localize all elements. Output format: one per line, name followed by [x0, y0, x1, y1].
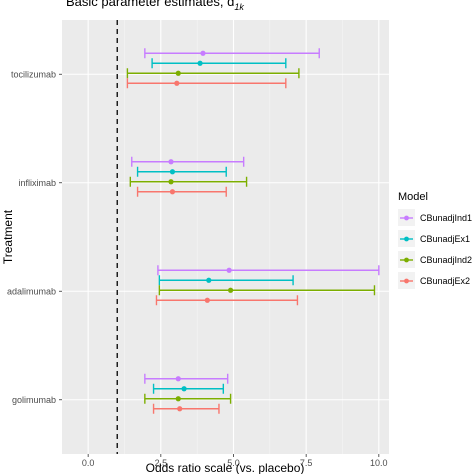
legend-key-point — [404, 236, 409, 242]
estimate-point — [174, 80, 180, 86]
estimate-point — [204, 297, 210, 303]
x-tick-label: 0.0 — [82, 458, 95, 468]
estimate-point — [177, 406, 183, 412]
y-axis-ticks: tocilizumab infliximab adalimumab golimumab — [7, 69, 62, 405]
estimate-point — [175, 70, 181, 76]
legend-label: CBunadjEx2 — [420, 276, 470, 286]
legend-item-CBunadjEx1: CBunadjEx1 — [398, 230, 470, 247]
estimate-point — [181, 386, 187, 392]
error-bar-CBunadjEx1-golimumab — [152, 383, 225, 394]
estimate-point — [206, 277, 212, 283]
estimate-point — [168, 179, 174, 185]
x-tick-label: 7.5 — [300, 458, 313, 468]
legend-title: Model — [398, 191, 428, 203]
error-bar-CBunadjEx1-tocilizumab — [151, 58, 287, 69]
grid-minor — [124, 20, 343, 454]
error-bar-CBunadjInd1-infliximab — [131, 156, 245, 167]
estimate-point — [200, 50, 206, 56]
legend-item-CBunadjInd2: CBunadjInd2 — [398, 251, 472, 268]
chart-title: Basic parameter estimates, d1k — [66, 0, 244, 12]
error-bar-CBunadjInd2-infliximab — [129, 176, 248, 187]
legend-key-point — [404, 278, 409, 284]
estimate-point — [175, 376, 181, 382]
error-bar-CBunadjInd1-adalimumab — [157, 265, 380, 276]
y-tick-label: infliximab — [18, 178, 56, 188]
chart-marks — [126, 48, 380, 414]
legend: Model CBunadjInd1CBunadjEx1CBunadjInd2CB… — [398, 191, 472, 289]
error-bar-CBunadjInd1-tocilizumab — [144, 48, 320, 59]
y-tick-label: adalimumab — [7, 286, 56, 296]
estimate-point — [168, 159, 174, 165]
error-bar-CBunadjInd1-golimumab — [144, 373, 229, 384]
error-bar-CBunadjEx2-tocilizumab — [126, 78, 287, 89]
estimate-point — [169, 169, 176, 175]
legend-label: CBunadjInd2 — [420, 255, 472, 265]
error-bar-CBunadjInd2-adalimumab — [158, 285, 376, 296]
x-axis-ticks: 0.0 2.5 5.0 7.5 10.0 — [82, 454, 388, 468]
x-tick-label: 5.0 — [227, 458, 240, 468]
legend-item-CBunadjEx2: CBunadjEx2 — [398, 272, 470, 289]
legend-key-point — [404, 257, 409, 263]
legend-key-point — [404, 215, 409, 221]
x-tick-label: 2.5 — [155, 458, 168, 468]
x-axis-title: Odds ratio scale (vs. placebo) — [146, 461, 305, 474]
error-bar-CBunadjInd2-golimumab — [144, 393, 232, 404]
estimate-point — [169, 189, 176, 195]
estimate-point — [197, 60, 203, 66]
chart-title-subscript: 1k — [234, 2, 244, 12]
estimate-point — [175, 396, 181, 402]
error-bar-CBunadjEx1-adalimumab — [158, 275, 294, 286]
error-bar-CBunadjEx2-infliximab — [136, 186, 227, 197]
x-tick-label: 10.0 — [370, 458, 388, 468]
legend-item-CBunadjInd1: CBunadjInd1 — [398, 209, 472, 226]
y-tick-label: tocilizumab — [11, 69, 56, 79]
error-bar-CBunadjEx2-golimumab — [152, 403, 220, 414]
y-tick-label: golimumab — [12, 395, 56, 405]
y-axis-title: Treatment — [1, 209, 15, 264]
grid-major — [62, 20, 389, 454]
legend-items: CBunadjInd1 CBunadjEx1 CBunadjInd2 CBunadjE… — [398, 209, 472, 289]
estimate-point — [226, 267, 232, 273]
error-bar-CBunadjInd2-tocilizumab — [126, 68, 300, 79]
legend-label: CBunadjEx1 — [420, 234, 470, 244]
chart-title-main: Basic parameter estimates, d — [66, 0, 234, 9]
estimate-point — [227, 287, 234, 293]
legend-label: CBunadjInd1 — [420, 213, 472, 223]
error-bar-CBunadjEx1-infliximab — [136, 166, 227, 177]
error-bar-CBunadjEx2-adalimumab — [155, 295, 299, 306]
plot-panel — [62, 20, 389, 454]
